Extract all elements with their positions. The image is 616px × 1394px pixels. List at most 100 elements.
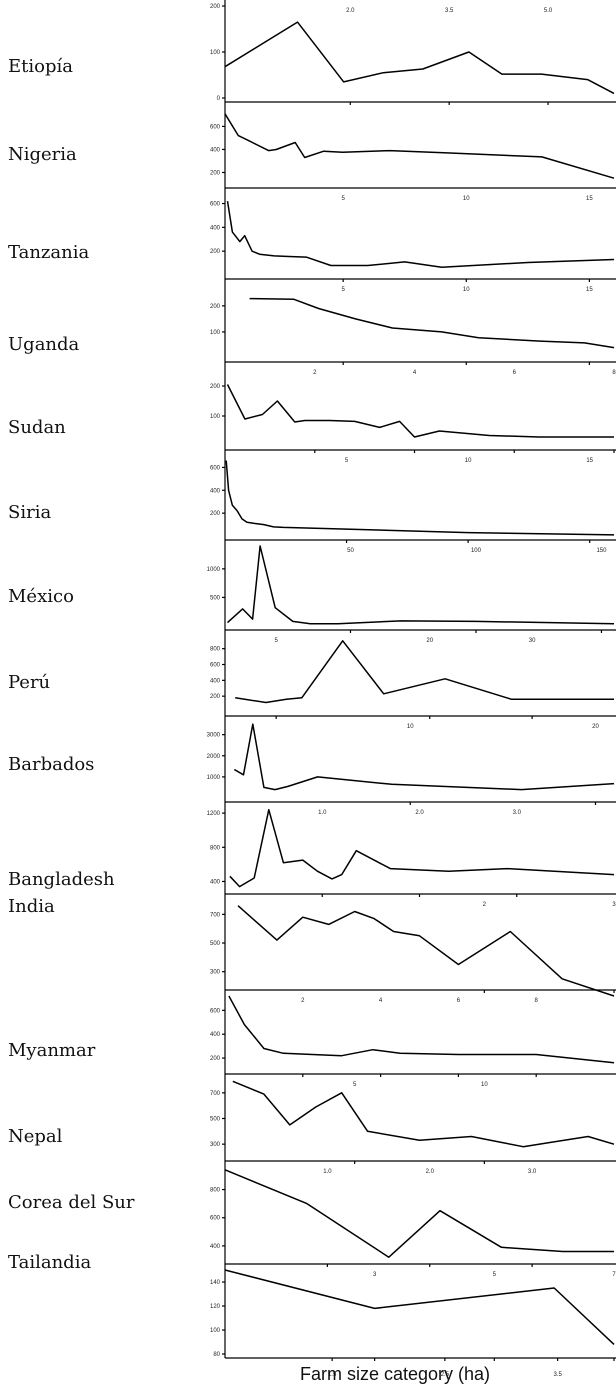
x-tick-label: 3.5 xyxy=(445,8,454,14)
country-label: Bangladesh xyxy=(8,869,115,890)
series-line xyxy=(232,1080,615,1148)
x-tick-label: 4 xyxy=(413,370,417,376)
x-tick-label: 15 xyxy=(586,196,593,202)
x2-tick-label: 2.5 xyxy=(441,1372,450,1378)
y-tick-label: 700 xyxy=(210,1091,221,1097)
x-tick-label: 5 xyxy=(342,196,346,202)
country-label: México xyxy=(8,586,74,607)
x-tick-label: 3.0 xyxy=(513,810,522,816)
series-line xyxy=(225,460,615,536)
panel-10: India 300 500 700 2 3 xyxy=(8,894,616,997)
series-line xyxy=(224,21,615,95)
country-label: Perú xyxy=(8,672,50,693)
x-tick-label: 5 xyxy=(275,638,279,644)
y-tick-label: 200 xyxy=(210,304,221,310)
x-tick-label: 6 xyxy=(457,998,461,1004)
y-tick-label: 600 xyxy=(210,202,221,208)
country-label: Etiopía xyxy=(8,56,73,77)
y-tick-label: 400 xyxy=(210,488,221,494)
series-line xyxy=(224,1269,615,1345)
y-tick-label: 3000 xyxy=(207,733,221,739)
y-tick-label: 600 xyxy=(210,124,221,130)
series-line xyxy=(226,545,615,625)
x-tick-label: 5 xyxy=(342,287,346,293)
panel-13: Corea del Sur 400 600 800 1.0 2.0 3.0 xyxy=(8,1161,616,1267)
x-tick-label: 4 xyxy=(379,998,383,1004)
panel-8: Barbados 1000 2000 3000 10 20 xyxy=(8,716,616,805)
y-tick-label: 800 xyxy=(210,845,221,851)
y-tick-label: 800 xyxy=(210,1188,221,1194)
country-label: Corea del Sur xyxy=(8,1192,135,1213)
series-line xyxy=(237,905,615,997)
y-tick-label: 700 xyxy=(210,912,221,918)
x-tick-label: 30 xyxy=(529,638,536,644)
y-tick-label: 200 xyxy=(210,249,221,255)
y-tick-label: 400 xyxy=(210,147,221,153)
x2-tick-label: 1.5 xyxy=(328,1372,337,1378)
y-tick-label: 200 xyxy=(210,694,221,700)
country-label: Nigeria xyxy=(8,144,77,165)
y-tick-label: 500 xyxy=(210,941,221,947)
x-tick-label: 5 xyxy=(345,458,349,464)
y-tick-label: 1000 xyxy=(207,775,221,781)
panel-5: Siria 200 400 600 5 10 15 xyxy=(8,450,616,543)
panel-2: Tanzania 200 400 600 5 10 15 xyxy=(8,188,616,282)
x-tick-label: 15 xyxy=(586,458,593,464)
panel-9: Bangladesh 400 800 1200 1.0 2.0 3.0 xyxy=(8,802,616,897)
x-tick-label: 2.0 xyxy=(346,8,355,14)
y-tick-label: 2000 xyxy=(207,754,221,760)
x-tick-label: 10 xyxy=(407,724,414,730)
x-tick-label: 20 xyxy=(592,724,599,730)
x-tick-label: 6 xyxy=(513,370,517,376)
x-tick-label: 2.0 xyxy=(426,1169,435,1175)
y-tick-label: 1200 xyxy=(207,811,221,817)
y-tick-label: 400 xyxy=(210,879,221,885)
x-tick-label: 8 xyxy=(535,998,539,1004)
x-tick-label: 10 xyxy=(463,287,470,293)
y-tick-label: 300 xyxy=(210,1142,221,1148)
country-label: Tailandia xyxy=(8,1252,91,1273)
series-line xyxy=(224,1169,614,1258)
x-tick-label: 3 xyxy=(373,1272,377,1278)
y-tick-label: 1000 xyxy=(207,567,221,573)
panel-0: Etiopía 0 100 200 2.0 3.5 5.0 xyxy=(8,0,616,105)
x-tick-label: 2 xyxy=(313,370,317,376)
panel-4: Sudan 100 200 2 4 6 8 xyxy=(8,362,616,453)
panel-3: Uganda 100 200 5 10 15 xyxy=(8,279,616,365)
country-label: Barbados xyxy=(8,754,94,775)
y-tick-label: 200 xyxy=(210,384,221,390)
panel-6: México 500 1000 50 100 150 xyxy=(8,540,616,633)
country-label: Nepal xyxy=(8,1126,63,1147)
country-label: Uganda xyxy=(8,334,80,355)
x-tick-label: 8 xyxy=(612,370,616,376)
series-line xyxy=(233,723,615,791)
panel-12: Nepal 300 500 700 5 10 xyxy=(8,1074,616,1164)
y-tick-label: 400 xyxy=(210,225,221,231)
y-tick-label: 100 xyxy=(210,330,221,336)
series-line xyxy=(249,297,615,349)
y-tick-label: 400 xyxy=(210,678,221,684)
y-tick-label: 400 xyxy=(210,1244,221,1250)
x-tick-label: 10 xyxy=(465,458,472,464)
y-tick-label: 120 xyxy=(210,1304,221,1310)
country-label: Myanmar xyxy=(8,1040,96,1061)
y-tick-label: 0 xyxy=(217,96,221,102)
y-tick-label: 80 xyxy=(213,1352,220,1358)
y-tick-label: 200 xyxy=(210,170,221,176)
y-tick-label: 500 xyxy=(210,595,221,601)
x-tick-label: 20 xyxy=(426,638,433,644)
x-tick-label: 10 xyxy=(463,196,470,202)
country-label: India xyxy=(8,896,55,917)
y-tick-label: 200 xyxy=(210,1056,221,1062)
y-tick-label: 100 xyxy=(210,414,221,420)
country-label: Tanzania xyxy=(8,242,89,263)
x-tick-label: 15 xyxy=(586,287,593,293)
x-tick-label: 5 xyxy=(353,1082,357,1088)
x-tick-label: 150 xyxy=(596,548,607,554)
panel-14: Tailandia 80 100 120 140 3 5 7 1.5 2.5 3.5 xyxy=(8,1252,616,1378)
x2-tick-label: 3.5 xyxy=(553,1372,562,1378)
y-tick-label: 600 xyxy=(210,465,221,471)
y-tick-label: 100 xyxy=(210,1328,221,1334)
panel-7: Perú 200 400 600 800 5 20 30 xyxy=(8,630,616,719)
